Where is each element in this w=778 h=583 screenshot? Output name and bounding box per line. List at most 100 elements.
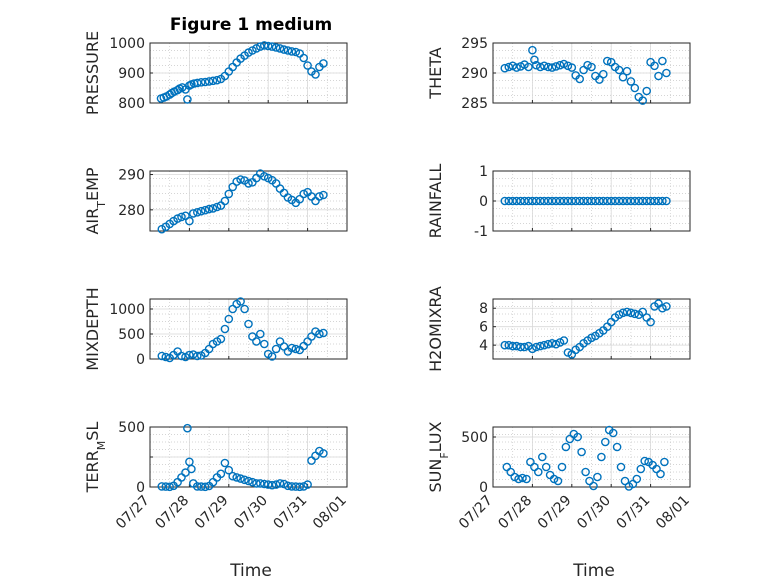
data-point — [287, 47, 297, 56]
y-tick-label: 8 — [479, 301, 488, 317]
data-point — [271, 43, 281, 52]
data-point — [589, 481, 598, 491]
y-axis-label: PRESSURE — [83, 31, 102, 115]
data-point — [608, 428, 618, 438]
data-point — [622, 307, 632, 317]
data-point — [177, 351, 186, 361]
subplot-rainfall: -1 0 1 RAINFALL — [426, 164, 691, 240]
x-axis-label-left: Time — [229, 561, 272, 581]
data-point — [528, 45, 537, 55]
data-point — [614, 65, 624, 75]
data-point — [303, 480, 312, 489]
y-tick-label: 0 — [479, 480, 488, 496]
data-point — [220, 196, 230, 206]
data-point — [319, 449, 328, 458]
data-point — [658, 303, 667, 313]
data-point — [626, 308, 636, 318]
data-point — [259, 41, 269, 50]
data-point — [271, 344, 281, 354]
axes-frame — [149, 426, 348, 488]
data-point — [654, 71, 663, 81]
data-point — [188, 350, 198, 359]
data-point — [236, 474, 245, 483]
data-point — [192, 78, 202, 88]
data-point — [208, 204, 218, 213]
data-point — [561, 442, 571, 452]
data-point — [662, 68, 671, 78]
x-tick-label: 07/28 — [495, 493, 535, 533]
y-tick-label: 900 — [118, 66, 145, 82]
x-axis-label-right: Time — [572, 561, 615, 581]
data-point — [236, 297, 245, 306]
data-point — [500, 196, 510, 206]
x-tick-label: 07/31 — [271, 493, 311, 533]
y-tick-label: 295 — [461, 36, 488, 52]
axes-frame — [492, 298, 691, 360]
data-point — [183, 423, 192, 433]
data-point — [157, 351, 167, 361]
data-point — [212, 75, 222, 85]
y-tick-label: 6 — [479, 320, 488, 336]
data-point — [577, 447, 586, 457]
data-point — [287, 482, 297, 491]
data-point — [632, 474, 642, 484]
data-point — [512, 341, 521, 351]
data-point — [220, 458, 230, 468]
data-point — [244, 179, 253, 188]
data-point — [559, 59, 569, 69]
data-point — [161, 352, 171, 362]
data-point — [658, 196, 667, 206]
data-point — [200, 205, 210, 215]
data-point — [283, 46, 293, 55]
y-tick-label: 4 — [479, 338, 488, 354]
x-tick-label: 07/27 — [113, 493, 153, 533]
data-point — [518, 473, 527, 483]
y-axis-label: TERRMSL — [83, 422, 108, 494]
data-point — [642, 86, 652, 96]
data-point — [559, 336, 569, 345]
data-point — [508, 341, 518, 351]
data-point — [551, 62, 561, 71]
data-point — [500, 63, 510, 73]
data-point — [173, 214, 182, 223]
data-point — [618, 72, 628, 82]
data-point — [640, 456, 650, 466]
data-point — [224, 189, 234, 199]
data-point — [196, 78, 206, 87]
data-point — [516, 342, 525, 352]
y-tick-label: 500 — [118, 327, 145, 343]
data-point — [244, 476, 253, 486]
data-point — [536, 341, 545, 351]
data-point — [638, 307, 648, 317]
x-tick-label: 07/29 — [535, 493, 575, 533]
data-point — [581, 467, 590, 477]
y-tick-label: 0 — [136, 352, 145, 368]
data-point — [259, 339, 269, 349]
y-axis-label: RAINFALL — [426, 164, 445, 239]
data-point — [220, 324, 230, 334]
data-point — [299, 53, 309, 63]
data-point — [311, 70, 320, 79]
data-point — [204, 77, 214, 86]
data-point — [224, 465, 234, 475]
data-point — [185, 216, 194, 226]
data-point — [263, 41, 273, 51]
data-point — [553, 476, 563, 486]
data-point — [283, 481, 293, 491]
x-tick-label: 07/27 — [456, 493, 496, 533]
data-point — [216, 334, 226, 344]
data-point — [601, 437, 610, 447]
data-point — [524, 62, 533, 72]
data-point — [157, 482, 167, 491]
data-point — [587, 62, 596, 72]
data-point — [539, 61, 549, 71]
data-point — [291, 344, 301, 354]
data-point — [183, 95, 192, 104]
y-tick-label: 0 — [479, 194, 488, 210]
data-point — [612, 442, 622, 452]
data-point — [275, 479, 285, 488]
subplot-h2omixra: 4 6 8 H2OMIXRA — [426, 286, 691, 372]
data-point — [255, 479, 265, 488]
data-point — [658, 56, 667, 66]
y-axis-label: SUNFLUX — [426, 421, 451, 492]
